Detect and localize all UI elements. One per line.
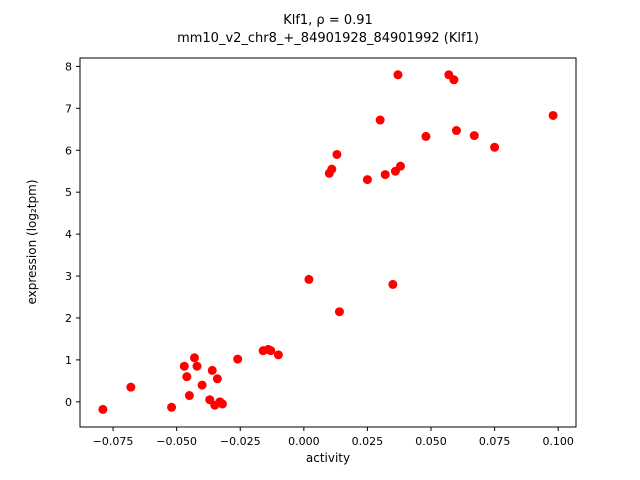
scatter-point — [207, 365, 217, 375]
scatter-point — [197, 380, 207, 390]
axes-spine — [79, 57, 577, 428]
scatter-point — [184, 391, 194, 401]
scatter-point — [395, 161, 405, 171]
x-tick-label: 0.100 — [542, 435, 574, 448]
x-tick-label: −0.050 — [156, 435, 197, 448]
x-tick-label: 0.075 — [479, 435, 511, 448]
scatter-point — [375, 115, 385, 125]
y-tick-label: 6 — [65, 144, 72, 157]
y-tick-label: 1 — [65, 354, 72, 367]
y-tick-label: 2 — [65, 312, 72, 325]
scatter-point — [179, 361, 189, 371]
scatter-point — [189, 353, 199, 363]
x-tick-label: 0.000 — [288, 435, 320, 448]
y-tick-label: 8 — [65, 60, 72, 73]
scatter-point — [548, 110, 558, 120]
scatter-point — [393, 70, 403, 80]
scatter-point — [334, 307, 344, 317]
scatter-point — [212, 374, 222, 384]
scatter-point — [217, 399, 227, 409]
y-tick-label: 3 — [65, 270, 72, 283]
x-axis-ticks: −0.075 −0.050 −0.025 0.000 0.025 0.050 0.075 0.… — [93, 427, 574, 448]
scatter-points — [98, 70, 558, 414]
x-tick-label: 0.050 — [415, 435, 447, 448]
scatter-point — [182, 372, 192, 382]
scatter-point — [388, 279, 398, 289]
scatter-point — [98, 404, 108, 414]
scatter-point — [451, 126, 461, 136]
scatter-point — [421, 131, 431, 141]
y-tick-label: 0 — [65, 396, 72, 409]
scatter-point — [327, 164, 337, 174]
scatter-point — [233, 354, 243, 364]
scatter-point — [273, 350, 283, 360]
scatter-point — [449, 75, 459, 85]
scatter-point — [192, 361, 202, 371]
x-tick-label: 0.025 — [352, 435, 384, 448]
scatter-point — [362, 175, 372, 185]
plot-title: Klf1, ρ = 0.91 — [283, 13, 373, 28]
scatter-point — [266, 346, 276, 356]
scatter-point — [332, 149, 342, 159]
y-tick-label: 5 — [65, 186, 72, 199]
scatter-point — [126, 382, 136, 392]
x-axis-label: activity — [306, 451, 350, 465]
scatter-point — [304, 274, 314, 284]
scatter-point — [469, 131, 479, 141]
y-tick-label: 4 — [65, 228, 72, 241]
x-tick-label: −0.075 — [93, 435, 134, 448]
scatter-point — [167, 402, 177, 412]
scatter-point — [490, 142, 500, 152]
y-axis-label: expression (log₂tpm) — [25, 179, 39, 304]
y-tick-label: 7 — [65, 102, 72, 115]
scatter-point — [380, 170, 390, 180]
x-tick-label: −0.025 — [220, 435, 261, 448]
y-axis-ticks: 0 1 2 3 4 5 6 7 8 — [65, 60, 80, 409]
plot-subtitle: mm10_v2_chr8_+_84901928_84901992 (Klf1) — [177, 31, 479, 46]
